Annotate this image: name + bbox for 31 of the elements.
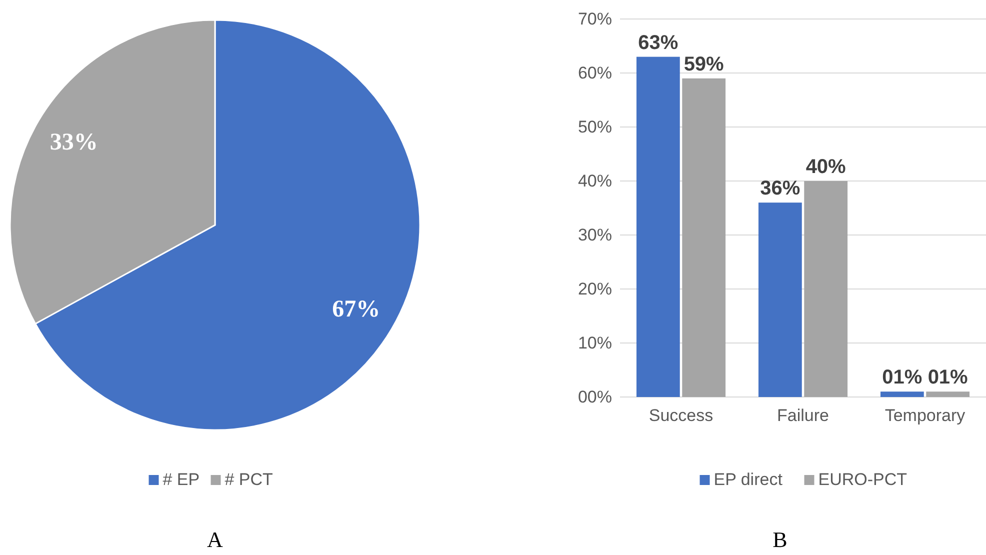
bar [926, 392, 970, 397]
data-label: 67% [332, 296, 380, 322]
data-label: 40% [806, 156, 846, 178]
y-tick-label: 50% [578, 117, 612, 136]
text: A [207, 527, 224, 552]
bar [880, 392, 924, 397]
data-label: 01% [928, 366, 968, 389]
legend-label: # PCT [224, 470, 273, 489]
bar [682, 78, 726, 397]
bar [758, 202, 802, 397]
bar [636, 56, 680, 397]
x-tick-label: Temporary [884, 406, 966, 426]
data-label: 01% [882, 366, 922, 389]
text: B [772, 527, 788, 552]
data-label: 36% [760, 178, 800, 200]
y-tick-label: 10% [578, 333, 612, 352]
y-tick-label: 60% [578, 63, 612, 82]
y-tick-label: 70% [578, 9, 612, 28]
y-tick-label: 40% [578, 171, 612, 190]
x-tick-label: Success [648, 406, 714, 426]
data-label: 59% [684, 53, 724, 76]
x-tick-label: Failure [777, 406, 829, 426]
legend-label: # EP [162, 470, 200, 489]
data-label: 63% [638, 32, 678, 54]
legend-label: EP direct [714, 470, 783, 489]
y-tick-label: 30% [578, 225, 612, 244]
data-label: 33% [50, 130, 98, 156]
legend-label: EURO-PCT [818, 470, 908, 489]
y-tick-label: 00% [578, 387, 612, 406]
bar [804, 181, 848, 397]
y-tick-label: 20% [578, 279, 612, 298]
